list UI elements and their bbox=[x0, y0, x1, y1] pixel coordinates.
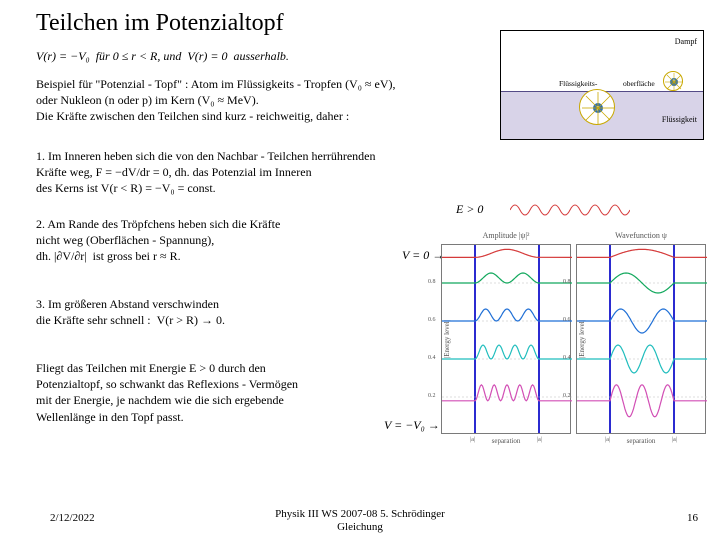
xlabel-left: separation bbox=[442, 437, 570, 445]
para-1: Beispiel für "Potenzial - Topf" : Atom i… bbox=[36, 76, 516, 125]
slide-title: Teilchen im Potenzialtopf bbox=[36, 10, 284, 37]
para-3: 2. Am Rande des Tröpfchens heben sich di… bbox=[36, 216, 376, 265]
oscillation-strip bbox=[510, 200, 630, 220]
ytick: 0.4 bbox=[563, 355, 571, 361]
ytick: 0.6 bbox=[563, 317, 571, 323]
xtick-right-b: |a| bbox=[672, 437, 677, 443]
para-2: 1. Im Inneren heben sich die von den Nac… bbox=[36, 148, 476, 197]
para-5: Fliegt das Teilchen mit Energie E > 0 du… bbox=[36, 360, 386, 425]
xlabel-right: separation bbox=[577, 437, 705, 445]
amplitude-panel: Amplitude |ψ|² |Energy level| separation… bbox=[441, 244, 571, 434]
panel-title-right: Wavefunction ψ bbox=[577, 231, 705, 240]
ytick: 0.8 bbox=[428, 279, 436, 285]
wavefunction-panel: Wavefunction ψ |Energy level| separation… bbox=[576, 244, 706, 434]
droplet-figure: Dampf Flüssigkeits- oberfläche Flüssigke… bbox=[500, 30, 704, 140]
vapor-label: Dampf bbox=[675, 37, 697, 46]
wavefunction-curves bbox=[577, 245, 707, 435]
para-4: 3. Im größeren Abstand verschwinden die … bbox=[36, 296, 386, 328]
liquid-label: Flüssigkeit bbox=[662, 115, 697, 124]
annot-v-zero: V = 0 → bbox=[402, 248, 444, 263]
footer-center: Physik III WS 2007-08 5. Schrödinger Gle… bbox=[0, 508, 720, 534]
ytick: 0.8 bbox=[563, 279, 571, 285]
xtick-right-a: |a| bbox=[605, 437, 610, 443]
oberflaeche-label: oberfläche bbox=[623, 79, 655, 88]
footer-page: 16 bbox=[687, 512, 698, 524]
xtick-left-b: |a| bbox=[537, 437, 542, 443]
ytick: 0.2 bbox=[428, 393, 436, 399]
amplitude-curves bbox=[442, 245, 572, 435]
fluessigkeits-label: Flüssigkeits- bbox=[559, 79, 597, 88]
annot-v-v0: V = −V₀ → bbox=[384, 418, 440, 433]
panel-title-left: Amplitude |ψ|² bbox=[442, 231, 570, 240]
small-droplet: n bbox=[663, 71, 683, 91]
ytick: 0.4 bbox=[428, 355, 436, 361]
annot-e-gt-0: E > 0 bbox=[456, 202, 483, 217]
xtick-left-a: |a| bbox=[470, 437, 475, 443]
radial-arrows-icon bbox=[580, 90, 616, 126]
ytick: 0.2 bbox=[563, 393, 571, 399]
formula-line: V(r) = −V₀ für 0 ≤ r < R, und V(r) = 0 a… bbox=[36, 48, 516, 64]
ytick: 0.6 bbox=[428, 317, 436, 323]
large-droplet: p bbox=[579, 89, 615, 125]
radial-arrows-icon bbox=[664, 72, 684, 92]
